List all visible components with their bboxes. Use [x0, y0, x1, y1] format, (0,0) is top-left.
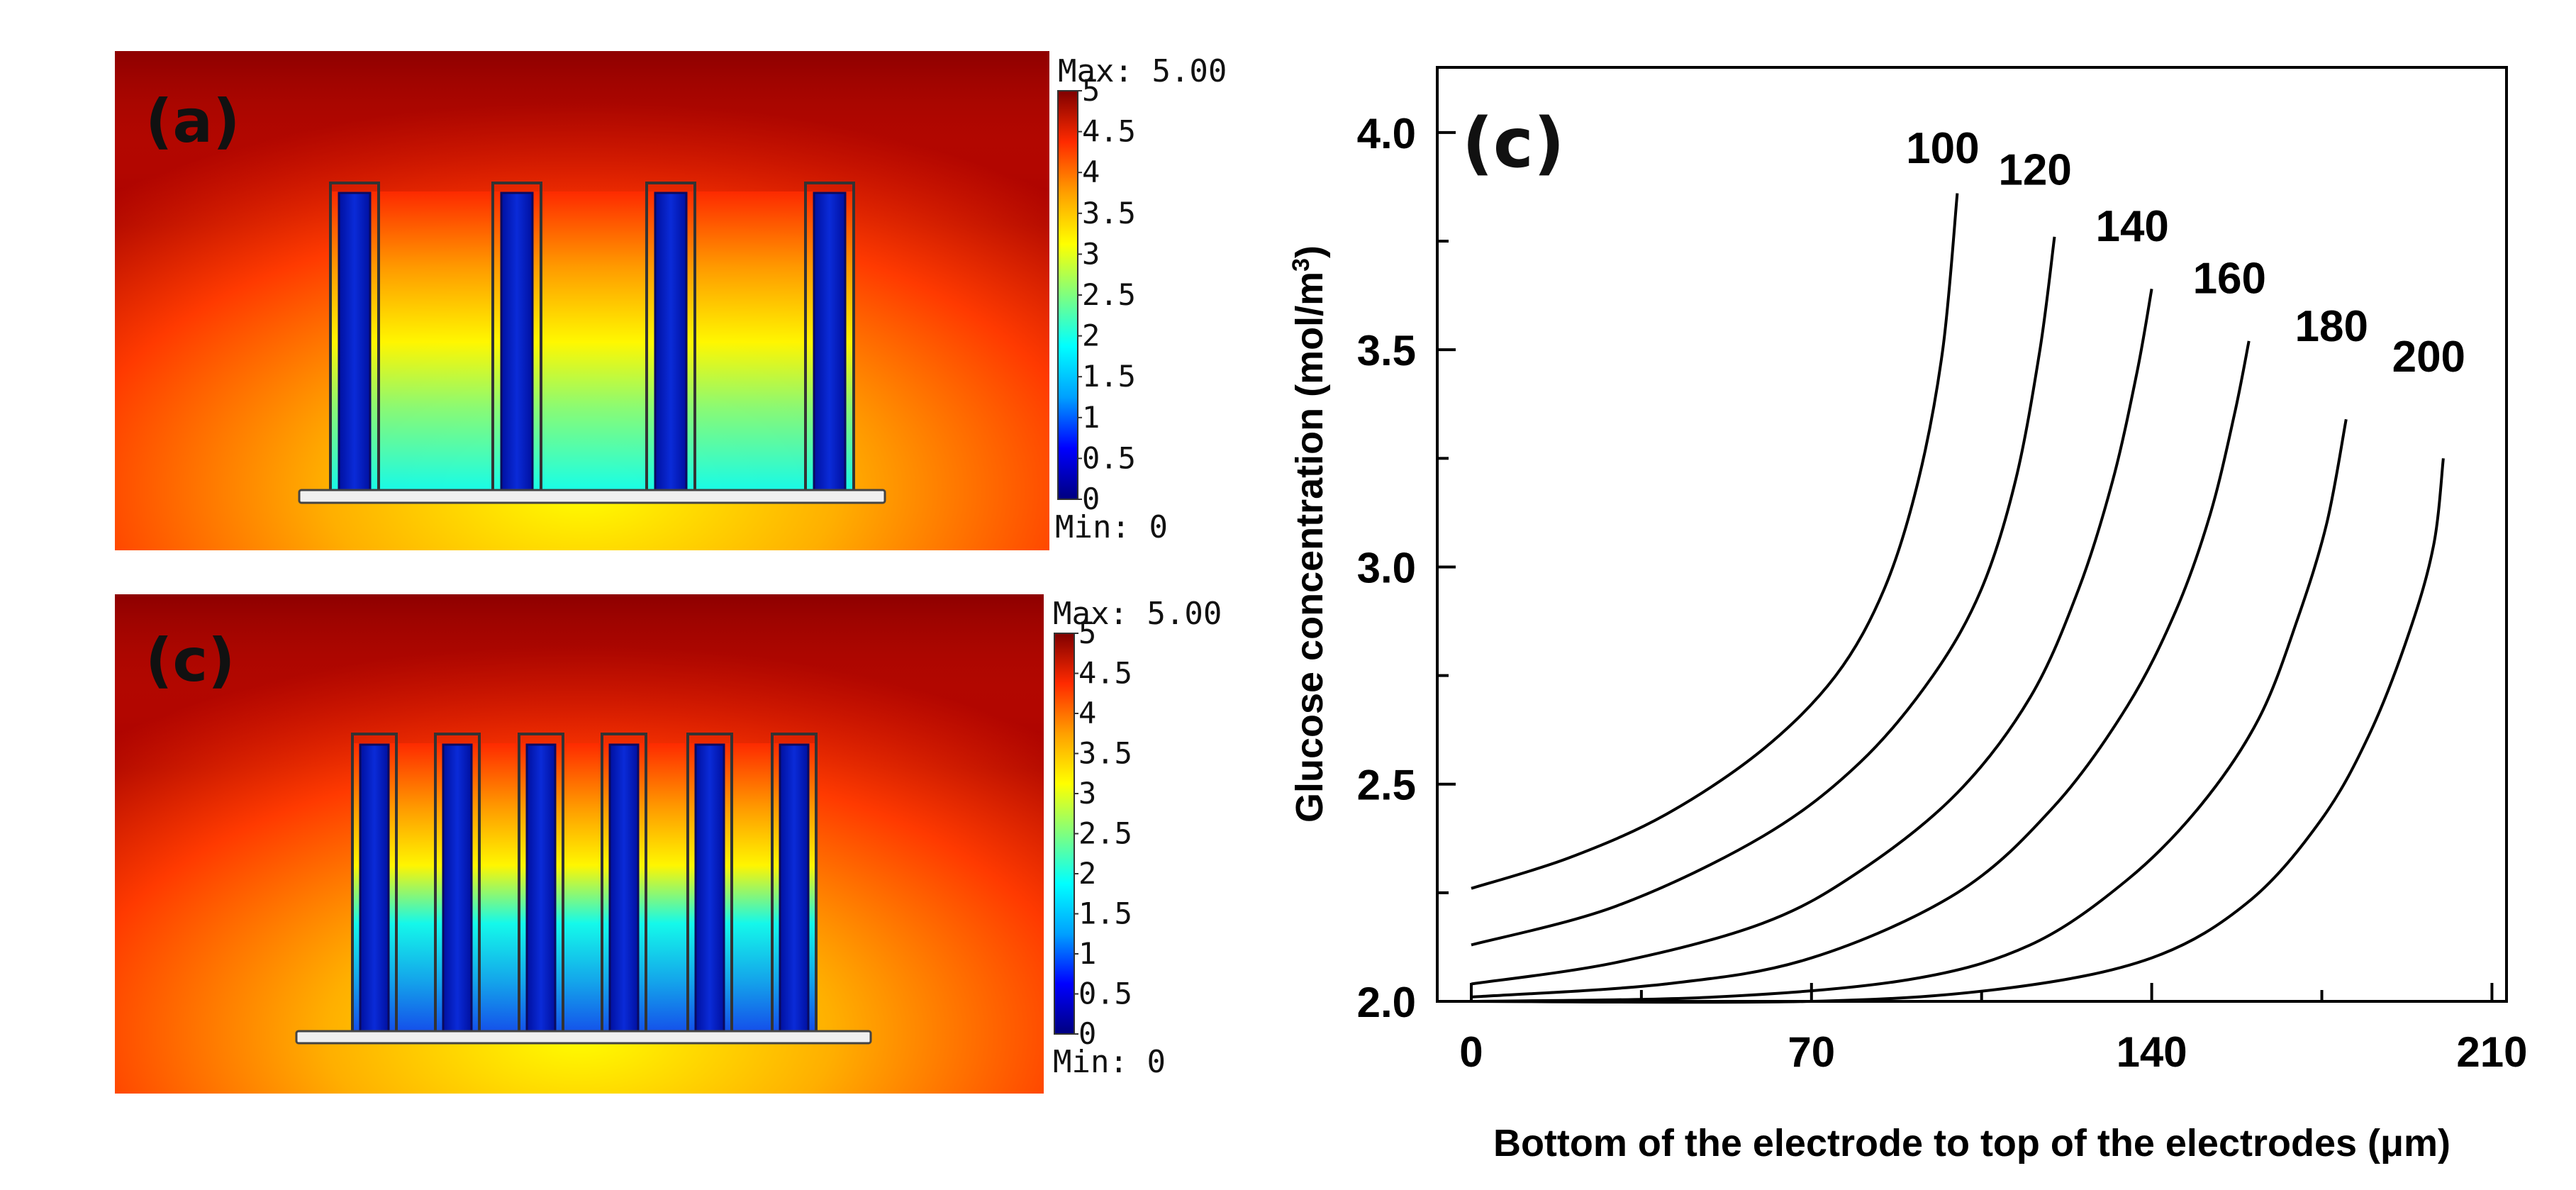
y-tick-label: 2.5 — [1357, 762, 1416, 809]
series-line-200 — [1471, 458, 2445, 1004]
colorbar-a-ticks: 5 4.5 4 3.5 3 2.5 2 1.5 1 0.5 0 — [1078, 73, 1136, 516]
colorbar-tick-label: 0.5 — [1078, 977, 1132, 1011]
colorbar-tick-label: 1.5 — [1082, 359, 1136, 394]
colorbar-max-label: Max: 5.00 — [1058, 53, 1227, 89]
panel-c-substrate — [295, 1030, 872, 1045]
panel-c-electrodes — [351, 733, 818, 1035]
colorbar-tick-label: 2 — [1078, 856, 1096, 891]
curve-labels: 100 120 140 160 180 200 — [1906, 124, 2465, 382]
y-tick-label: 3.0 — [1357, 544, 1416, 591]
colorbar-tick-label: 5 — [1082, 73, 1100, 108]
colorbar-tick-label: 4 — [1078, 696, 1096, 730]
colorbar-tick-label: 4 — [1082, 155, 1100, 189]
y-tick-label: 2.0 — [1357, 979, 1416, 1026]
y-axis-title: Glucose concentration (mol/m3) — [1288, 245, 1331, 823]
electrode — [434, 733, 481, 1035]
electrode — [804, 182, 855, 494]
colorbar-tick-label: 3.5 — [1082, 196, 1136, 230]
y-axis-title-end: ) — [1288, 245, 1331, 258]
curve-label-100: 100 — [1906, 124, 1979, 173]
curve-label-160: 160 — [2193, 255, 2266, 304]
colorbar-c: Max: 5.00 5 4.5 4 3.5 3 2.5 2 1.5 1 0.5 0 Min: 0 — [1053, 596, 1222, 1080]
electrode — [771, 733, 818, 1035]
electrode — [329, 182, 380, 494]
panel-c-electrode-region — [352, 743, 816, 1034]
panel-a-substrate — [298, 489, 886, 504]
simulation-panel-a: (a) — [115, 51, 1049, 550]
panel-a-electrode-region — [330, 191, 854, 493]
series-lines — [1471, 193, 2445, 1004]
curve-label-180: 180 — [2295, 302, 2368, 351]
simulation-panel-c: (c) — [115, 594, 1044, 1094]
electrode — [686, 733, 733, 1035]
x-tick-label: 0 — [1459, 1028, 1483, 1076]
electrode — [351, 733, 398, 1035]
colorbar-min-label: Min: 0 — [1053, 1044, 1166, 1080]
line-chart: 0 70 140 210 2.0 2.5 3.0 3.5 4.0 100 120 140 160 18… — [1288, 66, 2527, 1164]
colorbar-tick-label: 0 — [1082, 482, 1100, 516]
y-axis-title-main: Glucose concentration (mol/m — [1288, 272, 1331, 823]
colorbar-tick-label: 3 — [1082, 236, 1100, 271]
colorbar-tick-label: 0.5 — [1082, 440, 1136, 475]
y-axis-title-superscript: 3 — [1288, 258, 1315, 272]
colorbar-tick-label: 3 — [1078, 776, 1096, 811]
x-tick-label: 70 — [1788, 1028, 1835, 1076]
colorbar-tick-label: 2.5 — [1078, 816, 1132, 851]
x-tick-label: 210 — [2456, 1028, 2527, 1076]
curve-label-200: 200 — [2392, 333, 2465, 382]
series-line-180 — [1471, 418, 2348, 1003]
panel-c-label: (c) — [145, 625, 235, 695]
electrode — [601, 733, 647, 1035]
x-tick-label: 140 — [2117, 1028, 2187, 1076]
curve-label-120: 120 — [1998, 145, 2071, 194]
panel-a-label: (a) — [145, 87, 240, 156]
series-line-160 — [1471, 340, 2251, 999]
y-tick-label: 3.5 — [1357, 327, 1416, 374]
colorbar-a-scale — [1057, 90, 1078, 500]
colorbar-tick-label: 4.5 — [1078, 656, 1132, 691]
colorbar-tick-label: 1 — [1082, 400, 1100, 435]
colorbar-a: Max: 5.00 5 4.5 4 3.5 3 2.5 2 1.5 1 0.5 0 Min: 0 — [1055, 53, 1227, 545]
curve-label-140: 140 — [2095, 202, 2168, 251]
y-axis-ticks: 2.0 2.5 3.0 3.5 4.0 — [1357, 110, 1456, 1026]
colorbar-tick-label: 0 — [1078, 1016, 1096, 1051]
series-line-100 — [1471, 193, 1959, 890]
colorbar-tick-label: 5 — [1078, 616, 1096, 650]
colorbar-min-label: Min: 0 — [1055, 509, 1168, 545]
colorbar-tick-label: 1.5 — [1078, 896, 1132, 931]
colorbar-tick-label: 4.5 — [1082, 114, 1136, 149]
x-axis-title: Bottom of the electrode to top of the el… — [1493, 1122, 2450, 1164]
colorbar-max-label: Max: 5.00 — [1053, 596, 1222, 632]
chart-panel-label: (c) — [1462, 104, 1565, 183]
x-axis-ticks: 0 70 140 210 — [1459, 983, 2527, 1076]
y-tick-label: 4.0 — [1357, 110, 1416, 157]
colorbar-tick-label: 1 — [1078, 936, 1096, 971]
series-line-120 — [1471, 236, 2056, 947]
series-line-140 — [1471, 289, 2153, 986]
colorbar-c-scale — [1054, 633, 1075, 1035]
colorbar-tick-label: 3.5 — [1078, 736, 1132, 771]
plot-frame — [1436, 66, 2508, 1003]
colorbar-tick-label: 2 — [1082, 318, 1100, 353]
colorbar-tick-label: 2.5 — [1082, 277, 1136, 312]
colorbar-c-ticks: 5 4.5 4 3.5 3 2.5 2 1.5 1 0.5 0 — [1074, 616, 1132, 1051]
